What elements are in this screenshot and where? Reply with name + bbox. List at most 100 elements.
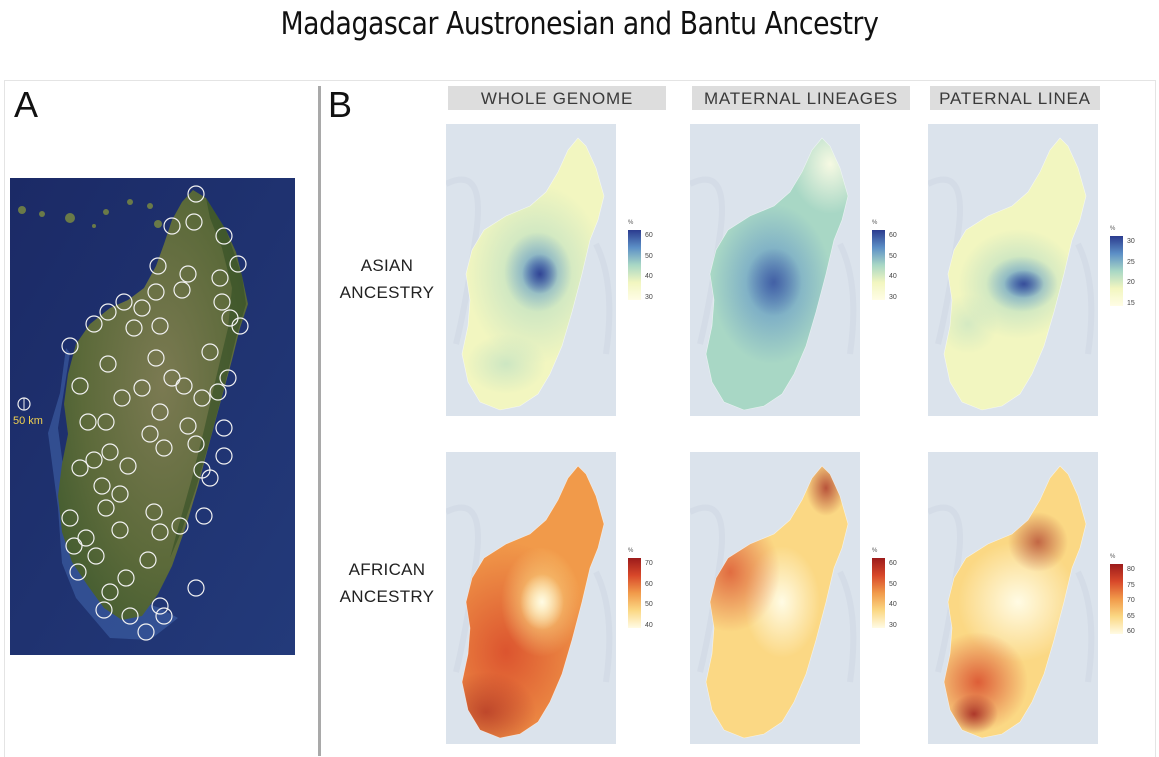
sample-site-circle bbox=[115, 293, 133, 311]
legend-tick-label: 20 bbox=[1127, 279, 1135, 287]
sample-site-circle bbox=[77, 529, 95, 547]
island-outline bbox=[705, 465, 849, 739]
sample-site-circle bbox=[113, 389, 131, 407]
legend-color-bar bbox=[872, 558, 885, 628]
sample-site-circle bbox=[219, 369, 237, 387]
map-asian-ancestry-maternal-lineages bbox=[690, 124, 860, 416]
ancestry-surface-contour bbox=[466, 334, 546, 394]
sample-site-circle bbox=[171, 517, 189, 535]
sample-site-circle bbox=[151, 597, 169, 615]
legend-color-bar bbox=[628, 558, 641, 628]
legend-color-bar bbox=[1110, 564, 1123, 634]
sample-site-circle bbox=[211, 269, 229, 287]
legend-unit-label: % bbox=[628, 220, 634, 226]
island-outline bbox=[461, 137, 605, 411]
sample-site-circle bbox=[87, 547, 105, 565]
sample-site-circle bbox=[139, 551, 157, 569]
sample-site-circle bbox=[71, 377, 89, 395]
legend-unit-label: % bbox=[872, 220, 878, 226]
legend-tick-label: 25 bbox=[1127, 258, 1135, 266]
legend-african-whole-genome: % 70 60 50 40 bbox=[628, 548, 664, 632]
sample-site-circle bbox=[101, 583, 119, 601]
sample-site-circle bbox=[179, 417, 197, 435]
scale-label: 50 km bbox=[13, 415, 43, 427]
sample-site-circle bbox=[201, 469, 219, 487]
sample-site-circle bbox=[133, 299, 151, 317]
map-asian-ancestry-whole-genome bbox=[446, 124, 616, 416]
legend-tick-label: 70 bbox=[645, 560, 653, 567]
legend-asian-paternal-lineages: % 30 25 20 15 bbox=[1110, 226, 1146, 310]
island-outline bbox=[943, 137, 1087, 411]
legend-tick-label: 40 bbox=[645, 273, 653, 281]
sample-site-circle bbox=[85, 315, 103, 333]
ancestry-surface-contour bbox=[522, 254, 558, 294]
legend-unit-label: % bbox=[1110, 554, 1116, 560]
sample-sites-layer bbox=[61, 185, 249, 641]
legend-tick-label: 65 bbox=[1127, 612, 1135, 620]
legend-tick-label: 40 bbox=[645, 622, 653, 629]
panel-divider bbox=[318, 86, 321, 756]
sample-site-circle bbox=[151, 523, 169, 541]
legend-tick-label: 50 bbox=[645, 252, 653, 260]
sample-site-circle bbox=[173, 281, 191, 299]
sample-site-circle bbox=[99, 355, 117, 373]
legend-asian-maternal-lineages: % 60 50 40 30 bbox=[872, 220, 908, 304]
legend-african-maternal-lineages: % 60 50 40 30 bbox=[872, 548, 908, 632]
legend-tick-label: 70 bbox=[1127, 597, 1135, 604]
column-header-whole-genome: WHOLE GENOME bbox=[448, 86, 666, 110]
sample-site-circle bbox=[209, 383, 227, 401]
sample-site-circle bbox=[97, 499, 115, 517]
sample-site-circle bbox=[185, 213, 203, 231]
island-outline bbox=[461, 465, 605, 739]
sample-site-circle bbox=[231, 317, 249, 335]
sample-site-circle bbox=[151, 317, 169, 335]
sample-site-circle bbox=[79, 413, 97, 431]
map-african-ancestry-whole-genome bbox=[446, 452, 616, 744]
sample-site-circle bbox=[61, 509, 79, 527]
sample-site-circle bbox=[215, 419, 233, 437]
row-label-asian-ancestry: ASIAN ANCESTRY bbox=[339, 256, 435, 302]
sample-site-circle bbox=[71, 459, 89, 477]
legend-tick-label: 80 bbox=[1127, 566, 1135, 573]
sample-site-circle bbox=[195, 507, 213, 525]
sample-site-circle bbox=[111, 485, 129, 503]
sample-site-circle bbox=[187, 579, 205, 597]
row-label-african-ancestry: AFRICAN ANCESTRY bbox=[339, 560, 435, 606]
sample-site-circle bbox=[117, 569, 135, 587]
column-header-maternal-lineages: MATERNAL LINEAGES bbox=[692, 86, 910, 110]
sample-site-circle bbox=[147, 283, 165, 301]
legend-unit-label: % bbox=[872, 548, 878, 554]
sample-site-circle bbox=[149, 257, 167, 275]
sample-site-circle bbox=[163, 217, 181, 235]
legend-asian-whole-genome: % 60 50 40 30 bbox=[628, 220, 664, 304]
legend-tick-label: 60 bbox=[889, 560, 897, 567]
legend-tick-label: 75 bbox=[1127, 581, 1135, 589]
sample-site-circle bbox=[179, 265, 197, 283]
map-asian-ancestry-paternal-lineages bbox=[928, 124, 1098, 416]
sample-site-circle bbox=[97, 413, 115, 431]
sample-site-circle bbox=[147, 349, 165, 367]
sample-site-circle bbox=[125, 319, 143, 337]
sample-site-circle bbox=[151, 403, 169, 421]
sample-site-circle bbox=[175, 377, 193, 395]
ancestry-surface-contour bbox=[950, 694, 998, 734]
sample-site-circle bbox=[163, 369, 181, 387]
sample-site-circle bbox=[121, 607, 139, 625]
sample-site-circle bbox=[69, 563, 87, 581]
sample-site-circle bbox=[155, 607, 173, 625]
sample-site-circle bbox=[187, 435, 205, 453]
map-african-ancestry-paternal-lineages bbox=[928, 452, 1098, 744]
sample-site-circle bbox=[65, 537, 83, 555]
legend-unit-label: % bbox=[1110, 226, 1116, 232]
ancestry-surface-contour bbox=[746, 248, 802, 316]
scale-marker bbox=[17, 397, 31, 411]
ancestry-surface-contour bbox=[1004, 270, 1044, 298]
sample-site-circle bbox=[137, 623, 155, 641]
ancestry-surface-contour bbox=[462, 672, 536, 738]
legend-color-bar bbox=[628, 230, 641, 300]
legend-tick-label: 40 bbox=[889, 273, 897, 281]
panel-b-label: B bbox=[328, 84, 353, 125]
legend-tick-label: 15 bbox=[1127, 300, 1135, 307]
island-outline bbox=[705, 137, 849, 411]
legend-tick-label: 60 bbox=[645, 580, 653, 588]
